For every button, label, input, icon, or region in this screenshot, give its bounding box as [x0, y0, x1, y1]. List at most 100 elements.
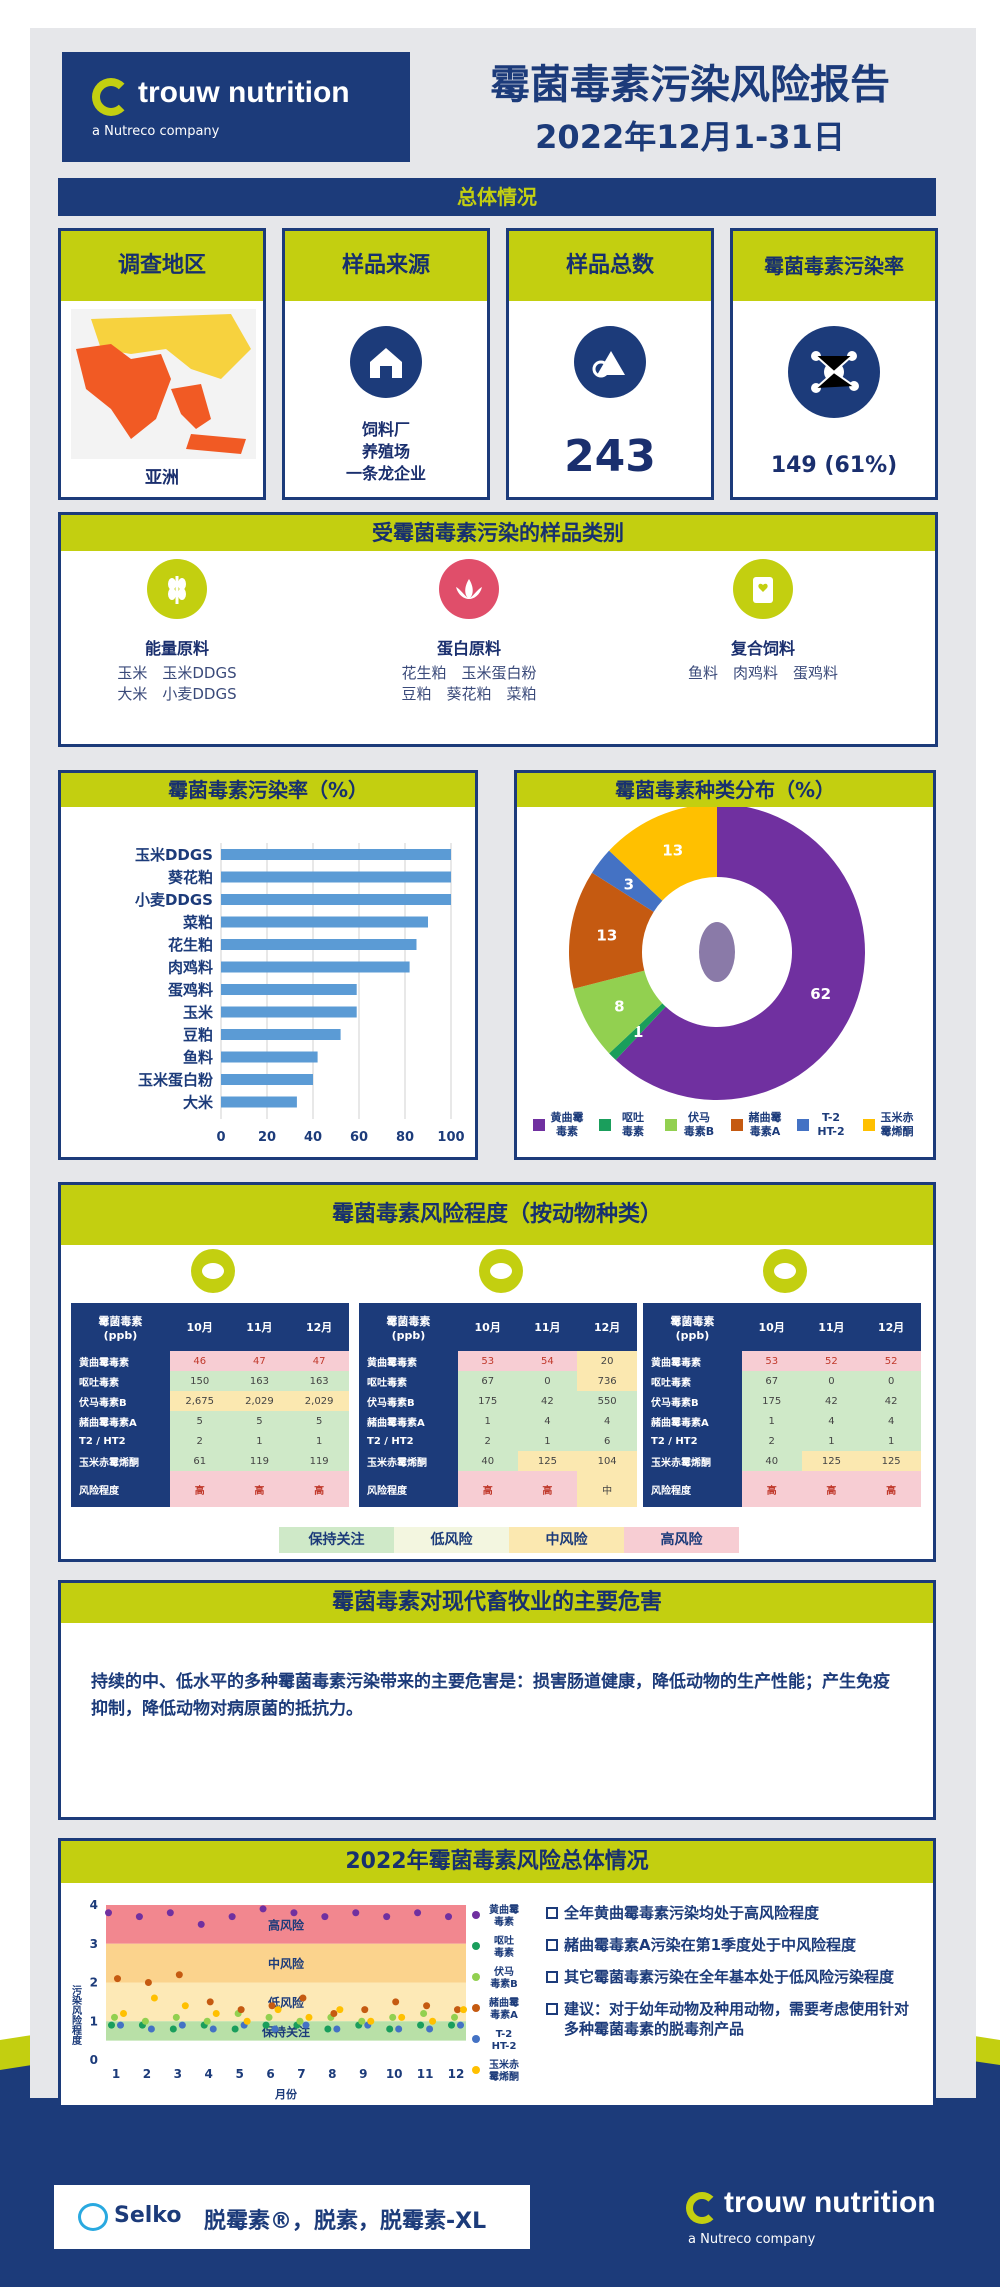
overview-band: 总体情况 — [58, 178, 936, 216]
category-label: 豆粕 — [183, 1026, 213, 1044]
table-cell: 4 — [801, 1411, 862, 1431]
risk-level-cell: 高 — [229, 1471, 290, 1507]
x-tick-label: 7 — [297, 2067, 305, 2081]
bar — [221, 894, 451, 905]
table-cell: 4 — [517, 1411, 578, 1431]
data-point — [367, 2017, 375, 2025]
table-row: 玉米赤霉烯酮 40 125 104 — [359, 1451, 637, 1471]
total-value: 243 — [564, 431, 656, 482]
chicken-icon — [191, 1249, 235, 1293]
data-point — [454, 2006, 461, 2014]
column-header: 11月 — [517, 1303, 578, 1351]
table-cell: 呕吐毒素 — [71, 1371, 170, 1391]
category-line: 鱼料 肉鸡料 蛋鸡料 — [687, 664, 838, 682]
card-region: 调查地区 亚洲 — [58, 228, 266, 500]
table-cell: 1 — [517, 1431, 578, 1451]
risk-row: 风险程度高高高 — [643, 1471, 921, 1507]
source-item: 一条龙企业 — [345, 464, 426, 483]
table-cell: 47 — [289, 1351, 349, 1371]
data-point — [262, 2021, 270, 2029]
table-cell: 2,029 — [229, 1391, 290, 1411]
card-title: 样品总数 — [509, 231, 711, 301]
table-cell: 52 — [801, 1351, 862, 1371]
legend-item: 高风险 — [624, 1527, 739, 1553]
donut-chart: 621813313黄曲霉毒素呕吐毒素伏马毒素B赭曲霉毒素AT-2HT-2玉米赤霉… — [533, 807, 914, 1138]
risk-level-cell: 高 — [457, 1471, 518, 1507]
legend-label: 呕吐 — [622, 1110, 644, 1124]
table-cell: 20 — [577, 1351, 637, 1371]
table-cell: 5 — [289, 1411, 349, 1431]
bar — [221, 984, 357, 995]
data-point — [324, 2025, 332, 2033]
table-cell: 125 — [517, 1451, 578, 1471]
table-cell: 伏马毒素B — [643, 1391, 742, 1411]
legend-label: 呕吐 — [494, 1934, 514, 1947]
table-cell: 伏马毒素B — [359, 1391, 458, 1411]
table-cell: 67 — [741, 1371, 802, 1391]
data-point — [120, 2010, 127, 2017]
column-header: 霉菌毒素 (ppb) — [359, 1303, 458, 1351]
table-cell: 1 — [229, 1431, 290, 1451]
category-line: 豆粕 葵花粕 菜粕 — [401, 685, 537, 703]
legend-item: 低风险 — [394, 1527, 509, 1553]
risk-level-cell: 高 — [861, 1471, 921, 1507]
table-cell: 呕吐毒素 — [643, 1371, 742, 1391]
source-item: 养殖场 — [361, 442, 410, 461]
data-point — [175, 1971, 183, 1979]
table-cell: 163 — [289, 1371, 349, 1391]
y-tick-label: 3 — [90, 1937, 98, 1951]
harm-section: 霉菌毒素对现代畜牧业的主要危害 持续的中、低水平的多种霉菌毒素污染带来的主要危害… — [58, 1580, 936, 1820]
slice-label: 13 — [662, 842, 683, 860]
table-row: T2 / HT2 2 1 6 — [359, 1431, 637, 1451]
table-row: 玉米赤霉烯酮 40 125 125 — [643, 1451, 921, 1471]
bar — [221, 871, 451, 883]
selko-logo-icon — [78, 2203, 108, 2231]
data-point — [330, 2010, 338, 2017]
data-point — [150, 1994, 158, 2002]
table-row: 黄曲霉毒素 53 54 20 — [359, 1351, 637, 1371]
slice-label: 1 — [633, 1023, 643, 1041]
data-point — [117, 2021, 124, 2029]
table-row: 黄曲霉毒素 46 47 47 — [71, 1351, 349, 1371]
region-value: 亚洲 — [145, 468, 179, 488]
data-point — [451, 2013, 458, 2021]
table-cell: 2,675 — [169, 1391, 230, 1411]
asia-map-icon — [71, 309, 256, 459]
band-label: 低风险 — [267, 1995, 305, 2010]
category-label: 鱼料 — [183, 1049, 213, 1067]
x-tick-label: 20 — [258, 1130, 276, 1145]
risk-band — [106, 1905, 466, 1944]
data-point — [302, 2021, 310, 2029]
table-cell: 1 — [741, 1411, 802, 1431]
legend-swatch — [665, 1119, 677, 1131]
risk-band — [106, 1982, 466, 2022]
legend-dot — [472, 2035, 480, 2043]
y-tick-label: 2 — [90, 1976, 98, 1990]
table-header: 霉菌毒素 (ppb) 10月 11月 12月 — [71, 1303, 349, 1351]
data-point — [358, 2017, 366, 2025]
slice-label: 3 — [624, 876, 634, 894]
risk-row: 风险程度高高高 — [71, 1471, 349, 1507]
data-point — [398, 2013, 406, 2021]
molecule-icon — [788, 326, 880, 418]
table-cell: 黄曲霉毒素 — [359, 1351, 458, 1371]
animal-shape — [774, 1263, 796, 1279]
bar — [221, 939, 417, 950]
slice-label: 62 — [810, 985, 831, 1003]
donut-chart-box: 霉菌毒素种类分布（%） 62 1 8 13 3 13 黄曲霉 毒素 呕吐 毒素 伏马 毒素B 赭曲霉 毒素… — [514, 770, 936, 1160]
legend-label: 霉烯酮 — [881, 1124, 914, 1138]
logo-sub: a Nutreco company — [92, 124, 220, 139]
x-tick-label: 0 — [216, 1130, 225, 1145]
category-label: 大米 — [183, 1094, 214, 1112]
risk-row: 风险程度高高中 — [359, 1471, 637, 1507]
footer-brand: trouw nutrition — [724, 2186, 936, 2219]
category-items: 鱼料 肉鸡料 蛋鸡料 — [643, 663, 883, 684]
table-cell: 2,029 — [289, 1391, 349, 1411]
category-line: 玉米 玉米DDGS — [117, 664, 237, 682]
data-point — [389, 2013, 397, 2021]
category-label: 蛋鸡料 — [168, 981, 213, 999]
harm-title: 霉菌毒素对现代畜牧业的主要危害 — [61, 1583, 933, 1623]
legend-label: HT-2 — [817, 1125, 844, 1138]
table-cell: 53 — [457, 1351, 518, 1371]
